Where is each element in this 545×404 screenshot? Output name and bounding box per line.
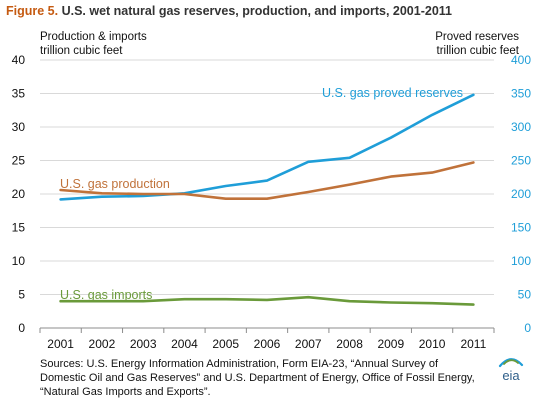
production-series-line bbox=[59, 161, 475, 200]
y-right-tick-label: 350 bbox=[511, 87, 531, 101]
x-tick-label: 2006 bbox=[254, 337, 281, 351]
y-right-tick-label: 300 bbox=[511, 120, 531, 134]
figure-label: Figure 5. bbox=[6, 4, 59, 18]
imports-series-label: U.S. gas imports bbox=[60, 288, 152, 302]
y-left-tick-label: 25 bbox=[12, 154, 26, 168]
right-axis-unit-label: Proved reserves trillion cubic feet bbox=[435, 30, 519, 58]
right-axis-unit-line2: trillion cubic feet bbox=[436, 45, 519, 57]
x-tick-label: 2004 bbox=[171, 337, 198, 351]
x-tick-label: 2001 bbox=[47, 337, 74, 351]
y-right-tick-label: 150 bbox=[511, 221, 531, 235]
left-axis-unit-line1: Production & imports bbox=[40, 31, 147, 43]
chart-title: Figure 5. U.S. wet natural gas reserves,… bbox=[6, 4, 452, 18]
eia-logo: eia bbox=[498, 358, 524, 383]
x-tick-label: 2007 bbox=[295, 337, 322, 351]
y-right-tick-label: 200 bbox=[511, 187, 531, 201]
y-left-tick-label: 0 bbox=[18, 321, 25, 335]
title-text: U.S. wet natural gas reserves, productio… bbox=[61, 4, 452, 18]
imports-series-line bbox=[59, 295, 475, 306]
x-tick-label: 2011 bbox=[460, 337, 486, 351]
y-right-tick-label: 100 bbox=[511, 254, 531, 268]
x-tick-label: 2002 bbox=[89, 337, 116, 351]
production-series-label: U.S. gas production bbox=[60, 177, 170, 191]
left-axis-unit-label: Production & imports trillion cubic feet bbox=[40, 30, 147, 58]
y-left-tick-label: 40 bbox=[12, 53, 26, 67]
y-left-tick-label: 10 bbox=[12, 254, 26, 268]
x-tick-label: 2010 bbox=[419, 337, 446, 351]
y-left-tick-label: 5 bbox=[18, 288, 25, 302]
x-tick-label: 2005 bbox=[212, 337, 239, 351]
reserves-series-line bbox=[59, 93, 475, 201]
y-left-tick-label: 35 bbox=[12, 87, 26, 101]
eia-logo-text: eia bbox=[502, 368, 520, 383]
right-axis-unit-line1: Proved reserves bbox=[435, 31, 519, 43]
y-left-tick-label: 30 bbox=[12, 120, 26, 134]
y-right-tick-label: 250 bbox=[511, 154, 531, 168]
x-tick-label: 2003 bbox=[130, 337, 157, 351]
y-left-tick-label: 15 bbox=[12, 221, 26, 235]
x-tick-label: 2008 bbox=[336, 337, 363, 351]
y-right-tick-label: 50 bbox=[518, 288, 532, 302]
y-right-tick-label: 0 bbox=[524, 321, 531, 335]
y-left-tick-label: 20 bbox=[12, 187, 26, 201]
y-right-tick-label: 400 bbox=[511, 53, 531, 67]
left-axis-unit-line2: trillion cubic feet bbox=[40, 45, 123, 57]
reserves-series-label: U.S. gas proved reserves bbox=[322, 86, 463, 100]
source-note: Sources: U.S. Energy Information Adminis… bbox=[40, 358, 475, 398]
x-tick-label: 2009 bbox=[377, 337, 404, 351]
